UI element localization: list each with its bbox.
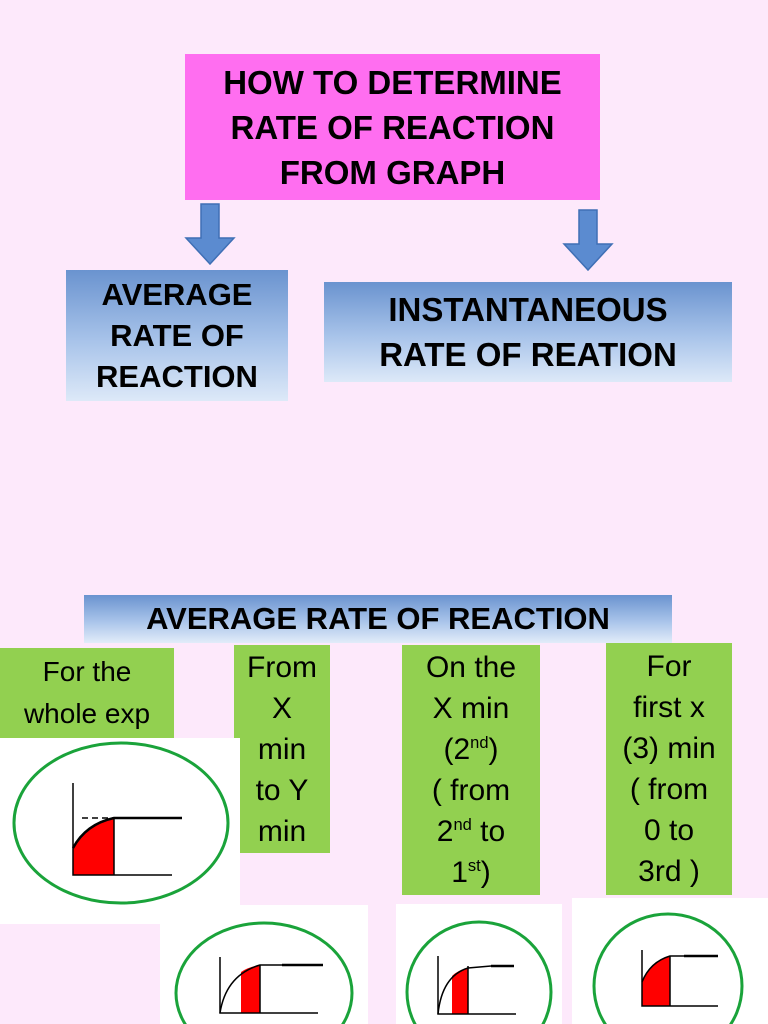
graph-on-x-min (405, 920, 553, 1024)
onx-line-3: (2nd) (443, 733, 499, 766)
graph-card-whole (0, 738, 240, 924)
xy-line-3: min (257, 732, 307, 766)
onx-line-1: On the (425, 651, 517, 684)
graph-whole-experiment (12, 741, 230, 905)
method-on-x-min: On the X min (2nd) ( from 2nd to 1st) (402, 645, 540, 895)
graph-card-on-x (396, 904, 562, 1024)
title-line-3: FROM GRAPH (279, 153, 506, 191)
average-line-1: AVERAGE (101, 277, 253, 312)
average-line-2: RATE OF (110, 318, 244, 353)
firstx-line-6: 3rd ) (638, 855, 700, 888)
average-section-banner: AVERAGE RATE OF REACTION (84, 595, 672, 643)
xy-line-5: min (257, 814, 307, 848)
average-rate-box: AVERAGE RATE OF REACTION (66, 270, 288, 401)
title-box: HOW TO DETERMINE RATE OF REACTION FROM G… (185, 54, 600, 200)
xy-line-2: X (271, 691, 292, 725)
onx-line-5: 2nd to (436, 815, 506, 848)
method-first-x-min: For first x (3) min ( from 0 to 3rd ) (606, 643, 732, 895)
firstx-line-5: 0 to (643, 814, 695, 847)
method-x-to-y: From X min to Y min (234, 645, 330, 853)
firstx-line-3: (3) min (622, 732, 716, 765)
onx-line-6: 1st) (451, 856, 491, 889)
whole-line-1: For the (42, 656, 132, 687)
instantaneous-line-2: RATE OF REATION (379, 336, 677, 373)
graph-card-x-to-y (160, 905, 368, 1024)
onx-line-4: ( from (431, 774, 511, 807)
graph-x-to-y (174, 921, 354, 1024)
arrow-down-right-icon (562, 209, 614, 272)
onx-line-2: X min (432, 692, 510, 725)
average-line-3: REACTION (96, 359, 258, 394)
firstx-line-2: first x (633, 691, 705, 724)
method-whole-experiment: For the whole exp (0, 648, 174, 738)
graph-first-x-min (592, 912, 744, 1024)
firstx-line-1: For (646, 650, 692, 683)
graph-card-first-x (572, 898, 768, 1024)
arrow-down-left-icon (184, 203, 236, 266)
title-line-1: HOW TO DETERMINE (223, 63, 562, 101)
instantaneous-line-1: INSTANTANEOUS (388, 291, 668, 328)
section-title: AVERAGE RATE OF REACTION (146, 601, 610, 636)
title-line-2: RATE OF REACTION (230, 108, 555, 146)
xy-line-4: to Y (255, 773, 309, 807)
xy-line-1: From (247, 650, 317, 684)
whole-line-2: whole exp (23, 698, 151, 729)
instantaneous-rate-box: INSTANTANEOUS RATE OF REATION (324, 282, 732, 382)
firstx-line-4: ( from (629, 773, 709, 806)
